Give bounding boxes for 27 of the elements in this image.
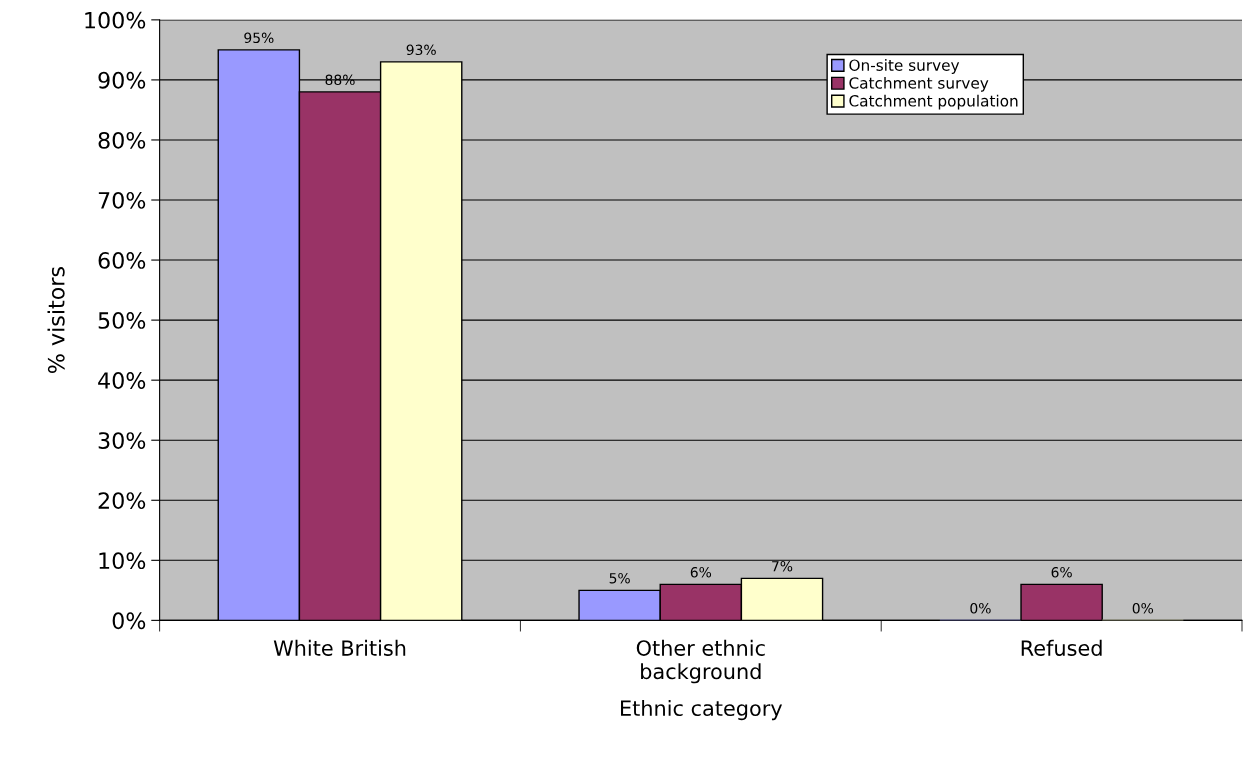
- y-tick-label: 100%: [85, 11, 146, 29]
- data-label: 0%: [1132, 603, 1154, 614]
- legend-label: Catchment population: [849, 94, 1018, 110]
- data-label: 95%: [244, 32, 274, 44]
- x-tick-label: Other ethnic background: [636, 639, 765, 684]
- y-tick-label: 90%: [98, 71, 146, 89]
- y-tick-label: 70%: [98, 191, 146, 209]
- legend-label: On-site survey: [849, 59, 960, 74]
- data-label: 6%: [1051, 566, 1072, 578]
- data-label: 93%: [406, 44, 436, 56]
- data-label: 0%: [970, 603, 991, 614]
- y-tick-label: 80%: [98, 131, 146, 149]
- data-label: 6%: [690, 566, 712, 578]
- x-tick-label: White British: [273, 639, 406, 656]
- y-tick-label: 60%: [98, 252, 146, 269]
- y-tick-label: 10%: [99, 552, 146, 570]
- x-axis-title: Ethnic category: [621, 699, 783, 721]
- y-tick-label: 40%: [98, 372, 146, 389]
- y-tick-label: 50%: [98, 312, 146, 329]
- y-axis-title: % visitors: [47, 267, 65, 374]
- y-tick-label: 20%: [98, 492, 146, 510]
- y-tick-label: 0%: [112, 612, 146, 630]
- legend-label: Catchment survey: [849, 76, 989, 92]
- x-tick-label: Refused: [1021, 639, 1102, 656]
- data-label: 7%: [772, 560, 793, 572]
- data-label: 5%: [609, 572, 630, 584]
- y-tick-label: 30%: [98, 432, 146, 449]
